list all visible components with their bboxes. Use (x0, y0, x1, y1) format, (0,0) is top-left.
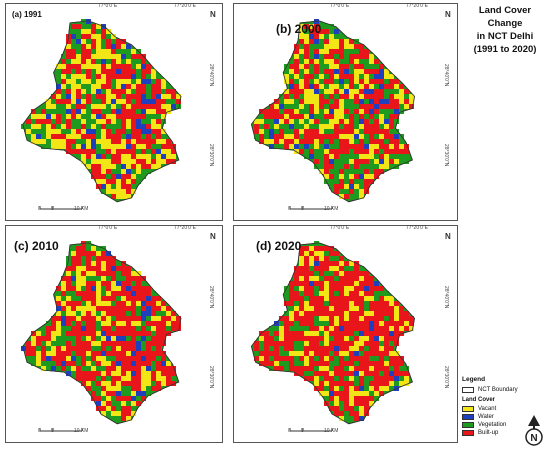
north-arrow-large-icon: N (525, 415, 543, 446)
coord-top-right: 77°20'0"E (406, 225, 428, 231)
coord-top-left: 77°0'0"E (98, 3, 118, 9)
map-panel-2020: (d) 2020 77°0'0"E 77°20'0"E 28°40'0"N 28… (233, 225, 458, 443)
scale-tick-0: 0 (288, 206, 291, 212)
panel-label-1991: (a) 1991 (12, 10, 42, 19)
north-arrow-icon: N (445, 232, 451, 241)
nct-boundary-outline (250, 20, 415, 203)
map-panel-2000: (b) 2000 77°0'0"E 77°20'0"E 28°40'0"N 28… (233, 3, 458, 221)
nct-boundary-outline (22, 20, 182, 203)
legend-row-boundary: NCT Boundary (462, 386, 546, 394)
coord-top-right: 77°20'0"E (406, 3, 428, 9)
legend-label-boundary: NCT Boundary (478, 387, 518, 393)
scale-tick-0: 0 (38, 428, 41, 434)
panel-label-2010: (c) 2010 (14, 239, 59, 253)
figure-title: Land Cover Change in NCT Delhi (1991 to … (462, 4, 548, 56)
title-line-3: (1991 to 2020) (473, 44, 537, 55)
land-cover-cells (21, 241, 181, 421)
scale-tick-10: 10 KM (324, 428, 339, 434)
scale-bar (289, 206, 333, 210)
north-arrow-icon: N (210, 232, 216, 241)
legend-row-builtup: Built-up (462, 429, 546, 437)
coord-side-lower: 28°30'0"N (443, 144, 449, 167)
vegetation-swatch (462, 422, 474, 428)
scale-tick-10: 10 KM (324, 206, 339, 212)
land-cover-cells (254, 19, 414, 199)
panel-label-2020: (d) 2020 (256, 239, 302, 253)
coord-top-left: 77°0'0"E (330, 225, 350, 231)
coord-side-lower: 28°30'0"N (208, 144, 214, 167)
legend-label-vacant: Vacant (478, 406, 497, 412)
coord-side-upper: 28°40'0"N (443, 286, 449, 309)
vacant-swatch (462, 406, 474, 412)
legend: Legend NCT Boundary Land Cover Vacant Wa… (462, 376, 546, 437)
north-arrow-icon: N (445, 10, 451, 19)
land-cover-cells (254, 241, 414, 421)
coord-side-lower: 28°30'0"N (443, 366, 449, 389)
scale-tick-5: 5 (301, 206, 304, 212)
legend-label-water: Water (478, 414, 494, 420)
legend-heading: Legend (462, 376, 486, 383)
land-cover-cells (21, 19, 181, 199)
scale-bar (289, 428, 333, 432)
title-line-2: in NCT Delhi (476, 31, 534, 42)
scale-tick-10: 10 KM (74, 428, 89, 434)
scale-tick-5: 5 (301, 428, 304, 434)
svg-text:N: N (530, 433, 537, 444)
legend-row-vacant: Vacant (462, 405, 546, 413)
legend-subheading: Land Cover (462, 397, 496, 403)
scale-tick-5: 5 (51, 206, 54, 212)
coord-top-right: 77°20'0"E (174, 225, 196, 231)
coord-top-right: 77°20'0"E (174, 3, 196, 9)
map-panel-1991: (a) 1991 77°0'0"E 77°20'0"E 28°40'0"N 28… (5, 3, 223, 221)
land-cover-map-2000 (250, 19, 415, 203)
north-arrow-icon: N (210, 10, 216, 19)
nct-boundary-outline (22, 242, 182, 425)
legend-row-water: Water (462, 413, 546, 421)
scale-tick-0: 0 (288, 428, 291, 434)
land-cover-map-2010 (21, 241, 182, 425)
scale-bar (39, 206, 83, 210)
scale-tick-5: 5 (51, 428, 54, 434)
boundary-swatch (462, 387, 474, 393)
legend-label-vegetation: Vegetation (478, 422, 507, 428)
legend-label-builtup: Built-up (478, 430, 499, 436)
map-panel-2010: (c) 2010 77°0'0"E 77°20'0"E 28°40'0"N 28… (5, 225, 223, 443)
land-cover-map-2020 (250, 241, 415, 425)
legend-row-vegetation: Vegetation (462, 421, 546, 429)
coord-top-left: 77°0'0"E (98, 225, 118, 231)
water-swatch (462, 414, 474, 420)
nct-boundary-outline (250, 242, 415, 425)
scale-bar (39, 428, 83, 432)
coord-side-upper: 28°40'0"N (208, 64, 214, 87)
scale-tick-10: 10 KM (74, 206, 89, 212)
builtup-swatch (462, 430, 474, 436)
coord-side-lower: 28°30'0"N (208, 366, 214, 389)
coord-side-upper: 28°40'0"N (443, 64, 449, 87)
land-cover-map-1991 (21, 19, 182, 203)
panel-label-2000: (b) 2000 (276, 22, 322, 36)
scale-tick-0: 0 (38, 206, 41, 212)
title-line-1: Land Cover Change (478, 5, 532, 29)
coord-top-left: 77°0'0"E (330, 3, 350, 9)
coord-side-upper: 28°40'0"N (208, 286, 214, 309)
